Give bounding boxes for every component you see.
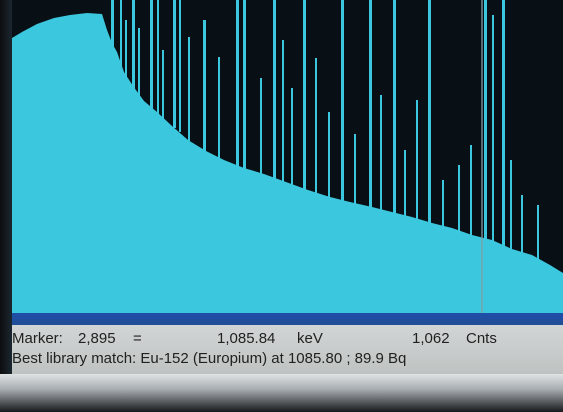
left-bezel-shadow xyxy=(0,0,12,412)
counts-unit: Cnts xyxy=(466,330,497,347)
marker-energy-value: 1,085.84 xyxy=(217,330,276,347)
marker-counts-value: 1,062 xyxy=(412,330,450,347)
spectrum-plot-area[interactable] xyxy=(12,0,563,313)
energy-unit: keV xyxy=(297,330,323,347)
marker-channel-value: 2,895 xyxy=(78,330,116,347)
equals-sign: = xyxy=(133,330,142,347)
marker-label: Marker: xyxy=(12,330,63,347)
bottom-screen-bezel xyxy=(0,374,563,412)
marker-readout-line: Marker: 2,895 = 1,085.84 keV 1,062 Cnts xyxy=(12,330,563,350)
gamma-spectrum-graph[interactable] xyxy=(12,0,563,313)
spectrum-continuum xyxy=(12,13,563,313)
spectrum-peaks xyxy=(111,0,539,266)
marker-status-panel: Marker: 2,895 = 1,085.84 keV 1,062 Cnts … xyxy=(12,325,563,374)
library-match-line: Best library match: Eu-152 (Europium) at… xyxy=(12,350,407,367)
